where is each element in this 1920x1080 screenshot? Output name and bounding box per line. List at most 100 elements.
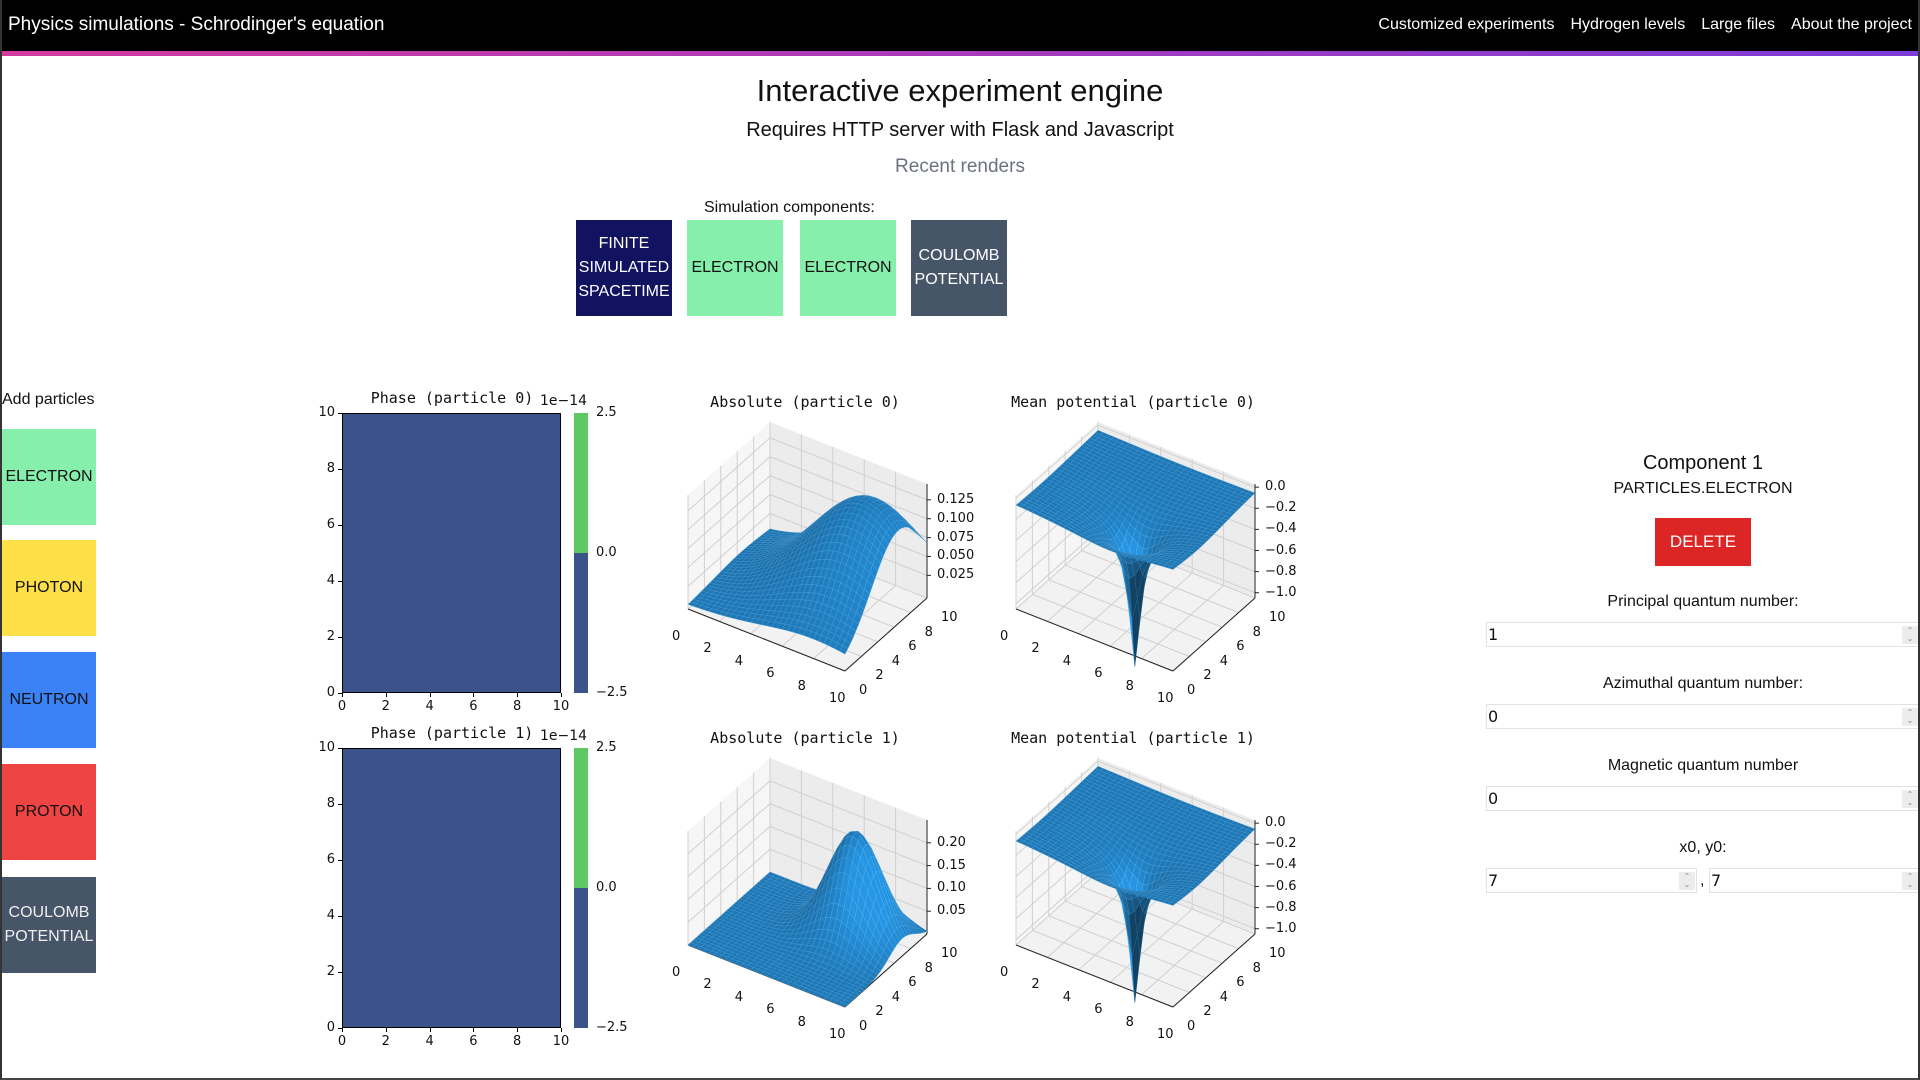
colorbar-tick-label: 0.0 [596, 545, 617, 560]
nav-customized-experiments[interactable]: Customized experiments [1378, 16, 1555, 33]
colorbar-tick-label: 0.0 [596, 880, 617, 895]
component-electron-1[interactable]: ELECTRON [800, 220, 896, 316]
nav-hydrogen-levels[interactable]: Hydrogen levels [1570, 16, 1686, 33]
x-tick-label: 0 [672, 629, 681, 644]
phase-heatmap [342, 748, 561, 1028]
y-tick-label: 10 [1269, 610, 1286, 625]
add-neutron-button[interactable]: NEUTRON [2, 652, 96, 748]
magnetic-value: 0 [1488, 789, 1499, 808]
x-tick-label: 10 [552, 1034, 570, 1049]
grid-line [1097, 760, 1256, 824]
site-title[interactable]: Physics simulations - Schrodinger's equa… [8, 14, 385, 35]
surface-title: Absolute (particle 1) [710, 729, 900, 747]
add-photon-button[interactable]: PHOTON [2, 540, 96, 636]
surface-patch [1167, 901, 1177, 906]
grid-line [1048, 579, 1206, 643]
z-tick-label: 0.20 [937, 834, 966, 850]
y-tick-mark [338, 469, 342, 470]
spinner-icon[interactable]: ⌃ ⌄ [1902, 790, 1918, 808]
spinner-icon[interactable]: ⌃ ⌄ [1902, 626, 1918, 644]
component-label: ELECTRON [804, 259, 892, 276]
spinner-icon[interactable]: ⌃ ⌄ [1902, 872, 1918, 890]
y-tick-label: 2 [326, 629, 335, 644]
phase-title: Phase (particle 1) [370, 724, 534, 742]
z-tick-label: 0.100 [937, 510, 975, 526]
z-tick-label: 0.075 [937, 529, 975, 545]
y-tick-label: 6 [326, 852, 335, 867]
component-label: ELECTRON [691, 259, 779, 276]
add-particles-label: Add particles [2, 391, 95, 408]
y-tick-mark [338, 804, 342, 805]
grid-line [687, 494, 771, 568]
z-tick-label: −0.2 [1265, 836, 1297, 852]
y-tick-mark [338, 693, 342, 694]
x-tick-mark [473, 1028, 475, 1032]
spinner-icon[interactable]: ⌃ ⌄ [1679, 872, 1695, 890]
principal-input[interactable]: 1 ⌃ ⌄ [1486, 622, 1920, 647]
colorbar-negative [574, 553, 588, 693]
z-tick-label: −0.4 [1265, 857, 1297, 873]
x-tick-mark [385, 1028, 387, 1032]
recent-renders-text[interactable]: Recent renders [895, 156, 1025, 177]
spinner-icon[interactable]: ⌃ ⌄ [1902, 708, 1918, 726]
y-tick-label: 6 [908, 639, 917, 655]
x-tick-mark [429, 1028, 431, 1032]
azimuthal-label: Azimuthal quantum number: [1602, 675, 1804, 692]
grid-line [687, 848, 771, 923]
grid-line [1141, 921, 1224, 995]
grid-line [687, 456, 771, 531]
colorbar-tick-label: 2.5 [596, 405, 617, 420]
xy-separator: , [1700, 872, 1705, 889]
component-coulomb-potential[interactable]: COULOMB POTENTIAL [911, 220, 1007, 316]
x-tick-label: 6 [469, 699, 478, 714]
x0-value: 7 [1488, 871, 1499, 890]
y0-input[interactable]: 7 ⌃ ⌄ [1709, 868, 1920, 893]
magnetic-input[interactable]: 0 ⌃ ⌄ [1486, 786, 1920, 811]
grid-line [1065, 564, 1223, 628]
component-spacetime[interactable]: FINITE SIMULATED SPACETIME [576, 220, 672, 316]
z-tick-label: −0.6 [1265, 542, 1297, 558]
x-tick-mark [517, 1028, 519, 1032]
x-tick-label: 10 [1157, 691, 1174, 706]
grid-line [1015, 871, 1099, 946]
z-tick-label: −1.0 [1265, 584, 1297, 600]
grid-line [1141, 585, 1224, 659]
grid-line [1015, 760, 1099, 835]
component-title: Component 1 [1642, 452, 1764, 474]
z-tick-label: 0.05 [937, 903, 966, 919]
x-tick-label: 6 [1094, 1002, 1103, 1018]
y-tick-label: 4 [1219, 653, 1229, 669]
x0-input[interactable]: 7 ⌃ ⌄ [1486, 868, 1697, 893]
grid-line [1048, 915, 1206, 979]
y-tick-mark [338, 525, 342, 526]
y-tick-label: 2 [326, 964, 335, 979]
grid-line [687, 803, 771, 877]
grid-line [1015, 424, 1099, 499]
x-tick-label: 0 [1000, 965, 1009, 980]
colorbar-exponent: 1e−14 [540, 393, 588, 409]
nav-about-project[interactable]: About the project [1791, 16, 1912, 33]
grid-line [1015, 866, 1099, 941]
component-label: FINITE SIMULATED SPACETIME [578, 235, 670, 300]
add-coulomb-potential-button[interactable]: COULOMB POTENTIAL [2, 877, 96, 973]
component-electron-0[interactable]: ELECTRON [687, 220, 783, 316]
azimuthal-input[interactable]: 0 ⌃ ⌄ [1486, 704, 1920, 729]
y-axis-line [1172, 933, 1256, 1008]
z-tick-label: 0.15 [937, 857, 966, 873]
surface-patch [839, 1002, 849, 1008]
delete-button[interactable]: DELETE [1655, 518, 1751, 566]
add-electron-button[interactable]: ELECTRON [2, 429, 96, 525]
x-tick-mark [342, 1028, 343, 1032]
x-tick-label: 0 [337, 699, 347, 714]
nav-links: Customized experiments Hydrogen levels L… [1378, 16, 1912, 34]
z-tick-label: 0.125 [937, 491, 975, 507]
y-tick-label: 0 [326, 1020, 335, 1035]
add-proton-button[interactable]: PROTON [2, 764, 96, 860]
grid-line [687, 826, 771, 900]
x-tick-label: 4 [425, 1034, 434, 1049]
magnetic-label: Magnetic quantum number [1607, 757, 1799, 774]
y-tick-label: 10 [1269, 946, 1286, 961]
x-tick-label: 6 [766, 666, 775, 682]
nav-large-files[interactable]: Large files [1701, 16, 1776, 33]
x-axis-line [1015, 608, 1174, 672]
